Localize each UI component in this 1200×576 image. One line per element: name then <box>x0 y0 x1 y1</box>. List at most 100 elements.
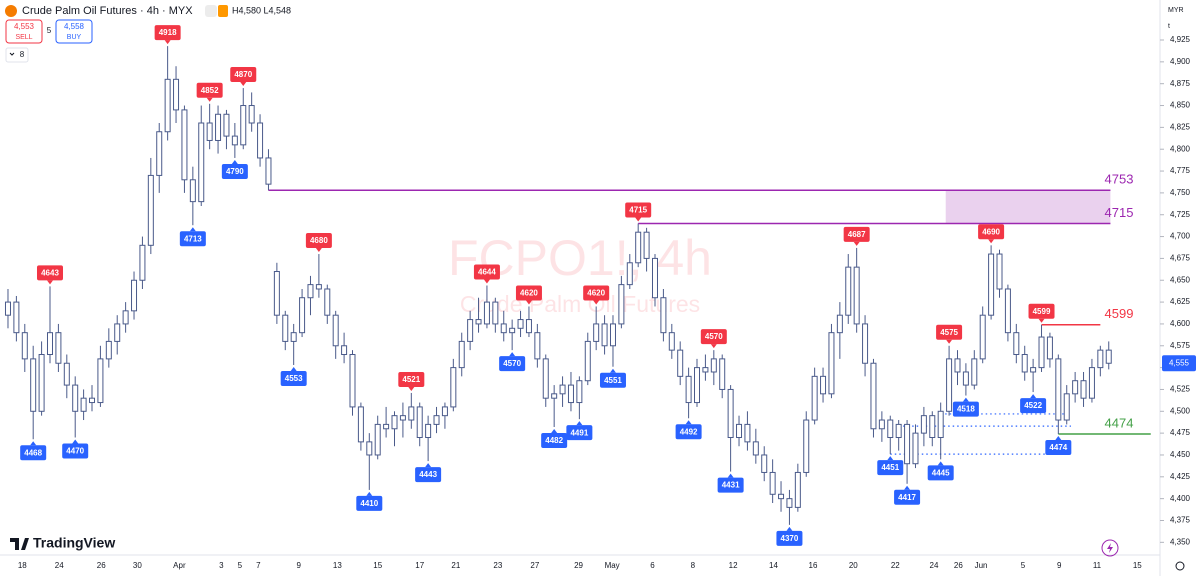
high-label-box <box>843 226 870 242</box>
low-pointer <box>727 473 734 478</box>
currency[interactable]: MYR <box>1168 7 1184 14</box>
high-pointer <box>240 82 247 87</box>
alert-bolt[interactable] <box>1107 543 1113 553</box>
candle-body <box>820 375 827 395</box>
candle-body <box>651 257 658 299</box>
sell-label[interactable]: SELL <box>15 34 32 41</box>
low-pointer <box>937 461 944 466</box>
high-pointer <box>46 280 53 285</box>
candle-body <box>887 419 894 439</box>
candle-body <box>836 314 843 334</box>
sell-box[interactable] <box>5 19 43 44</box>
sell-price[interactable]: 4,553 <box>14 22 35 31</box>
candle-body <box>13 301 20 334</box>
high-pointer <box>408 386 415 391</box>
y-tick-label: 4,625 <box>1170 297 1191 306</box>
high-pointer <box>710 344 717 349</box>
y-tick-label: 4,425 <box>1170 472 1191 481</box>
candle-body <box>1046 336 1053 360</box>
candle-body <box>475 319 482 325</box>
x-tick-label: Apr <box>173 561 186 570</box>
y-tick-label: 4,900 <box>1170 57 1191 66</box>
low-label-box <box>894 489 921 505</box>
buy-label[interactable]: BUY <box>67 34 82 41</box>
candle-body <box>366 441 373 456</box>
x-tick-label: 24 <box>55 561 64 570</box>
high-label: 4620 <box>587 289 605 298</box>
candle-body <box>509 327 516 334</box>
y-tick-label: 4,525 <box>1170 385 1191 394</box>
candle-body <box>778 493 785 500</box>
candle-body <box>500 323 507 334</box>
buy-box[interactable] <box>55 19 93 44</box>
low-label: 4551 <box>604 376 622 385</box>
low-label: 4431 <box>722 481 740 490</box>
candle-body <box>282 314 289 342</box>
candle-body <box>215 113 222 141</box>
high-pointer <box>206 97 213 102</box>
x-tick-label: 21 <box>451 561 460 570</box>
candle-body <box>719 358 726 390</box>
candle-body <box>929 415 936 439</box>
candle-body <box>80 397 87 412</box>
candle-body <box>752 441 759 456</box>
x-tick-label: May <box>605 561 620 570</box>
high-pointer <box>483 279 490 284</box>
x-tick-label: 12 <box>729 561 738 570</box>
y-tick-label: 4,500 <box>1170 406 1191 415</box>
high-low: H4,580 L4,548 <box>232 5 291 15</box>
candle-body <box>1030 367 1037 373</box>
candle-body <box>660 297 667 334</box>
alert-icon[interactable] <box>1101 539 1119 557</box>
high-label-box <box>625 202 652 218</box>
candle-body <box>1013 332 1020 356</box>
candle-body <box>416 406 423 439</box>
low-label-box <box>20 445 47 461</box>
high-label-box <box>398 371 425 387</box>
buy-price[interactable]: 4,558 <box>64 22 85 31</box>
candle-body <box>979 314 986 360</box>
y-tick-label: 4,375 <box>1170 516 1191 525</box>
candle-body <box>786 498 793 508</box>
low-label: 4468 <box>24 448 42 457</box>
candle-body <box>870 362 877 430</box>
candle-body <box>122 310 129 325</box>
high-pointer <box>164 40 171 45</box>
candle-body <box>996 253 1003 290</box>
sell-button[interactable]: 4,553 SELL <box>5 19 43 44</box>
low-pointer <box>904 485 911 490</box>
candle-body <box>584 340 591 382</box>
buy-button[interactable]: 4,558 BUY <box>55 19 93 44</box>
candle-body <box>1105 349 1112 364</box>
high-label: 4852 <box>201 86 219 95</box>
unit[interactable]: t <box>1168 23 1170 30</box>
settings-icon[interactable] <box>1175 561 1185 571</box>
candle-body <box>937 410 944 439</box>
x-tick-label: 29 <box>574 561 583 570</box>
candle-body <box>46 332 53 356</box>
candle-body <box>290 332 297 342</box>
x-tick-label: 26 <box>954 561 963 570</box>
high-label-box <box>515 285 542 301</box>
candle-body <box>131 279 138 312</box>
low-pointer <box>189 227 196 232</box>
y-tick-label: 4,750 <box>1170 188 1191 197</box>
candle-body <box>55 332 62 364</box>
high-label: 4918 <box>159 28 177 37</box>
indicator-box[interactable] <box>5 47 29 63</box>
x-tick-label: 8 <box>691 561 696 570</box>
indicator-toggle[interactable]: 8 <box>5 47 29 63</box>
low-label-box <box>415 467 442 483</box>
indicator-count[interactable]: 8 <box>20 50 25 59</box>
high-label-box <box>978 224 1005 240</box>
candle-body <box>862 323 869 364</box>
chevron[interactable] <box>9 52 15 56</box>
candle-body <box>189 179 196 203</box>
candle-body <box>710 358 717 373</box>
candle-body <box>1055 358 1062 421</box>
candle-body <box>677 349 684 377</box>
candle-body <box>1072 380 1079 395</box>
zone <box>945 190 1111 224</box>
candle-body <box>257 122 264 159</box>
high-pointer <box>593 300 600 305</box>
